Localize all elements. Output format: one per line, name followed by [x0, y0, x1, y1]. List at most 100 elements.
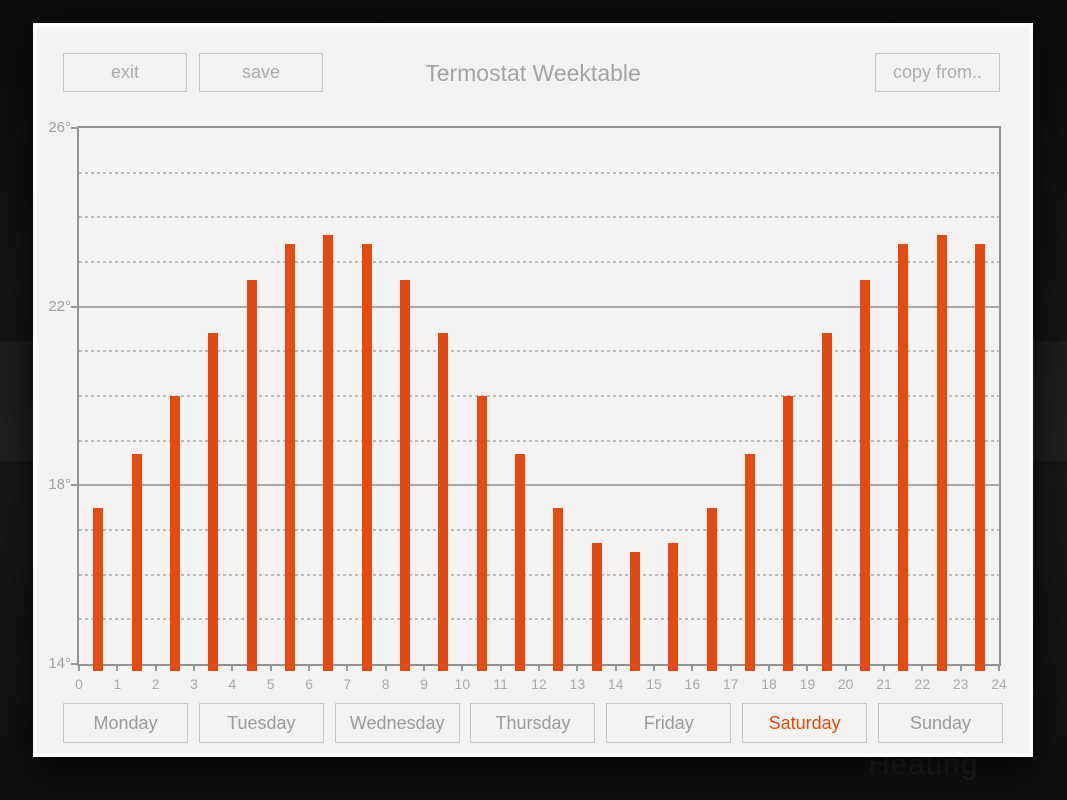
temp-bar[interactable]	[323, 235, 334, 671]
temp-bar[interactable]	[514, 454, 525, 671]
x-axis-tick	[116, 666, 119, 671]
x-axis-tick	[78, 666, 80, 671]
y-axis-tick	[71, 127, 79, 129]
y-tick-label: 18°	[48, 476, 71, 494]
x-tick-label: 6	[305, 676, 313, 692]
y-axis-tick	[71, 305, 79, 308]
day-button-monday[interactable]: Monday	[63, 703, 188, 743]
copy-from-button[interactable]: copy from..	[875, 53, 1000, 92]
temp-bar[interactable]	[859, 279, 870, 671]
x-axis-tick	[384, 666, 387, 671]
y-axis-tick	[71, 663, 79, 665]
temp-bar[interactable]	[974, 244, 985, 671]
x-axis-tick	[729, 666, 732, 671]
x-axis-tick	[346, 666, 349, 671]
temp-bar[interactable]	[246, 279, 257, 671]
gridline-dashed	[79, 395, 999, 397]
gridline-dashed	[79, 573, 999, 576]
y-tick-label: 26°	[48, 119, 71, 136]
x-tick-label: 18	[761, 676, 777, 692]
temp-bar[interactable]	[284, 244, 295, 671]
day-selector-row: Monday Tuesday Wednesday Thursday Friday Satu…	[63, 703, 1003, 743]
x-axis-tick	[844, 666, 847, 671]
day-button-thursday[interactable]: Thursday	[470, 703, 596, 743]
x-tick-label: 17	[722, 676, 739, 692]
x-tick-label: 5	[266, 676, 275, 692]
x-tick-label: 14	[607, 676, 624, 692]
temp-bar[interactable]	[553, 507, 564, 671]
y-tick-label: 22°	[48, 297, 71, 315]
gridline-dashed	[79, 439, 999, 442]
x-tick-label: 21	[876, 676, 892, 692]
x-tick-label: 3	[190, 676, 198, 692]
x-axis-tick	[461, 666, 464, 671]
x-axis-tick	[883, 666, 885, 671]
temp-bar[interactable]	[898, 244, 909, 671]
temp-bar[interactable]	[438, 333, 449, 671]
gridline-solid	[79, 305, 999, 308]
temp-bar[interactable]	[821, 333, 832, 671]
day-button-saturday[interactable]: Saturday	[742, 703, 868, 743]
thermostat-weektable-window: exit save Termostat Weektable copy from.…	[33, 23, 1033, 757]
x-axis-tick	[653, 666, 655, 671]
x-axis-tick	[998, 666, 1000, 671]
temp-bar[interactable]	[629, 552, 640, 671]
x-tick-label: 22	[914, 676, 931, 692]
temp-bar[interactable]	[169, 396, 180, 671]
temp-bar[interactable]	[706, 507, 717, 671]
temp-bar[interactable]	[476, 396, 487, 671]
day-button-wednesday[interactable]: Wednesday	[334, 703, 460, 743]
gridline-dashed	[79, 261, 999, 263]
gridline-dashed	[79, 529, 999, 531]
x-axis-tick	[959, 666, 962, 671]
gridline-dashed	[79, 350, 999, 353]
gridline-dashed	[79, 171, 999, 174]
x-tick-label: 15	[646, 676, 662, 692]
x-axis-tick	[576, 666, 579, 671]
temp-bar[interactable]	[744, 454, 755, 671]
x-tick-label: 13	[569, 676, 586, 692]
gridline-dashed	[79, 618, 999, 621]
x-tick-label: 7	[343, 676, 352, 692]
plot-area: 26° 22° 18° 14° 0 1 2 3 4 5 6 7 8 9 10 11 12 13 14 15 16 17 18…	[48, 119, 1006, 692]
page-title: Termostat Weektable	[425, 60, 641, 86]
temp-bar[interactable]	[783, 396, 794, 671]
x-tick-label: 0	[75, 676, 83, 692]
temp-bar[interactable]	[591, 543, 602, 671]
day-button-tuesday[interactable]: Tuesday	[198, 703, 324, 743]
x-axis-tick	[231, 666, 234, 671]
temp-bar[interactable]	[936, 235, 947, 671]
exit-button[interactable]: exit	[63, 53, 187, 92]
temp-bar[interactable]	[131, 454, 142, 671]
x-tick-label: 19	[799, 676, 816, 692]
x-tick-label: 23	[952, 676, 969, 692]
y-axis-tick	[71, 484, 79, 487]
day-button-friday[interactable]: Friday	[606, 703, 732, 743]
gridline-solid	[79, 484, 999, 487]
day-button-sunday[interactable]: Sunday	[877, 703, 1003, 743]
x-axis-tick	[154, 666, 157, 671]
temp-bar[interactable]	[361, 244, 372, 671]
x-tick-label: 9	[420, 676, 428, 692]
gridline-dashed	[79, 216, 999, 219]
x-tick-label: 2	[151, 676, 160, 692]
save-button[interactable]: save	[199, 53, 323, 92]
x-axis-tick	[269, 666, 272, 671]
x-tick-label: 12	[531, 676, 547, 692]
x-tick-label: 11	[493, 676, 508, 692]
x-tick-label: 20	[837, 676, 854, 692]
y-tick-label: 14°	[48, 655, 71, 672]
x-axis-tick	[768, 666, 770, 671]
x-tick-label: 16	[684, 676, 701, 692]
x-axis-tick	[499, 666, 502, 671]
temp-bar[interactable]	[93, 507, 104, 671]
x-tick-label: 10	[454, 676, 471, 692]
x-axis-tick	[691, 666, 694, 671]
temp-bar[interactable]	[208, 333, 219, 671]
temp-bar[interactable]	[399, 279, 410, 671]
x-tick-label: 8	[381, 676, 390, 692]
x-axis-tick	[921, 666, 924, 671]
x-tick-label: 1	[113, 676, 122, 692]
x-axis-tick	[538, 666, 540, 671]
temp-bar[interactable]	[668, 543, 679, 671]
